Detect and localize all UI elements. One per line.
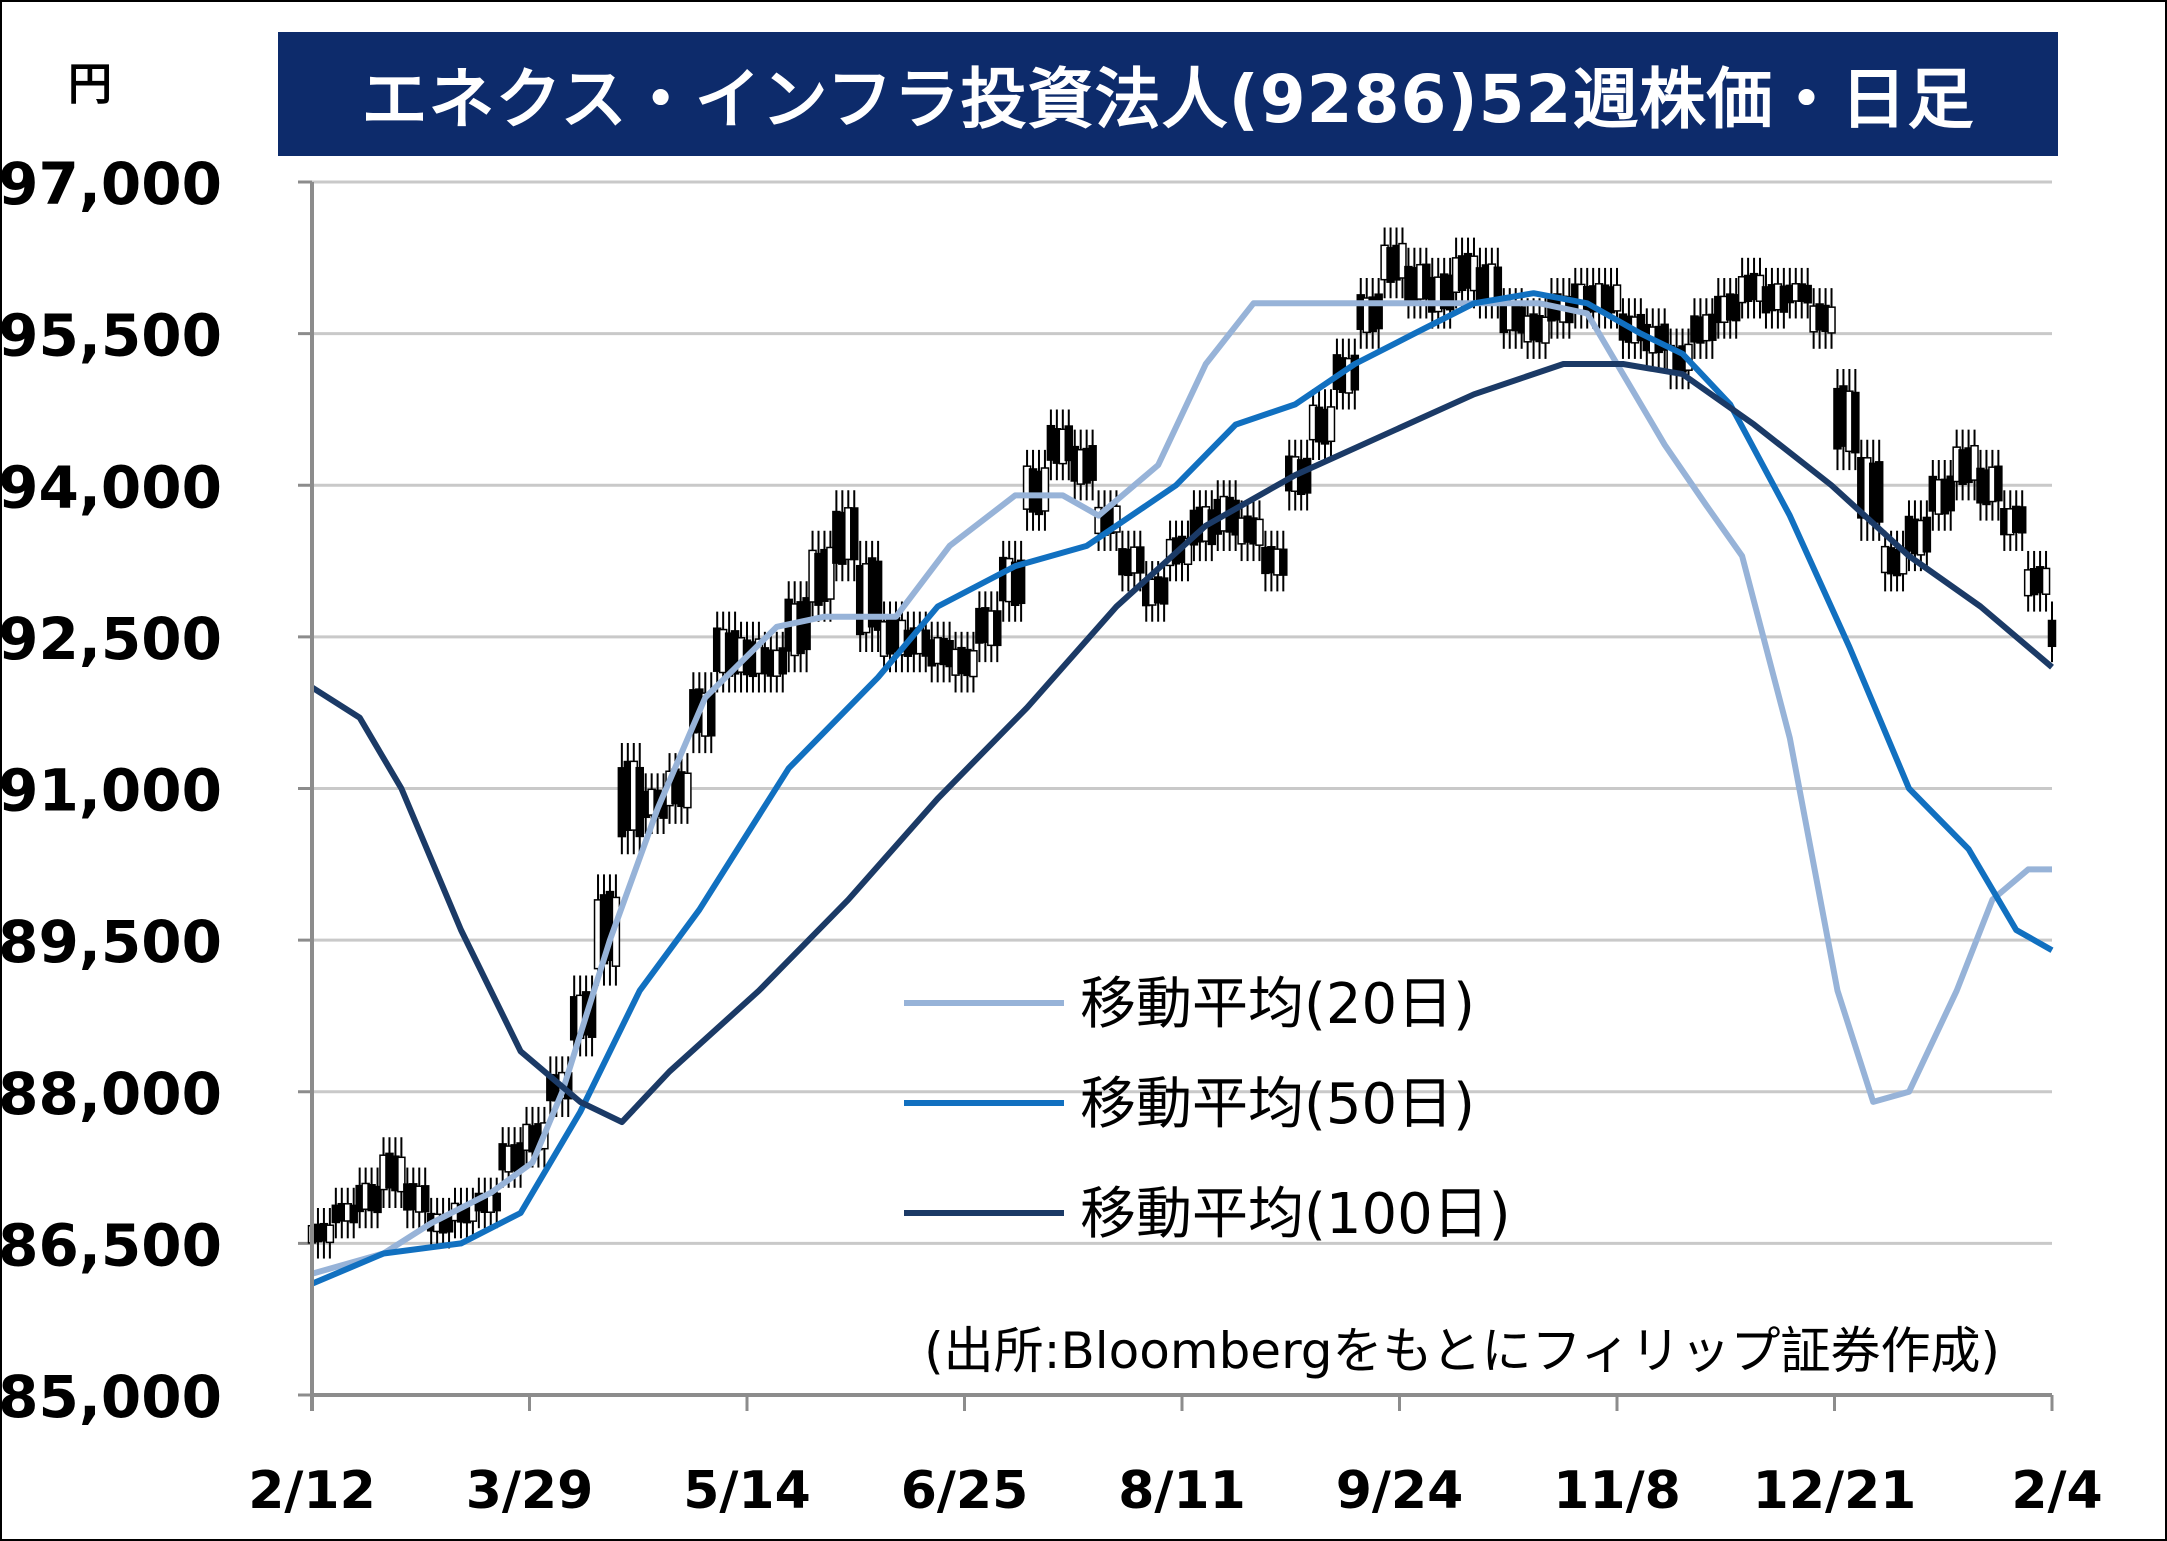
candle (1731, 294, 1741, 322)
source-note: (出所:Bloombergをもとにフィリップ証券作成) (924, 1322, 2000, 1380)
legend: 移動平均(20日) 移動平均(50日) 移動平均(100日) (904, 972, 1511, 1247)
candle (1851, 391, 1860, 454)
candle (1398, 242, 1407, 279)
candle (969, 650, 978, 678)
candle (1922, 516, 1932, 553)
x-tick-label: 2/4 (2011, 1461, 2102, 1521)
candle (1541, 316, 1550, 344)
candle (826, 546, 835, 600)
candle (1946, 475, 1955, 512)
y-tick-labels: 85,000 86,500 88,000 89,500 91,000 92,500 94,0… (0, 150, 222, 1431)
axes (310, 182, 2052, 1411)
candle (1803, 284, 1812, 304)
x-tick-label: 3/29 (466, 1461, 594, 1521)
candle (1064, 425, 1074, 462)
x-tick-labels: 2/12 3/29 5/14 6/25 8/11 9/24 11/8 12/21 2/4 (248, 1395, 2103, 1521)
x-tick-label: 6/25 (901, 1461, 1029, 1521)
ma-line (311, 300, 2052, 1277)
candle (993, 610, 1002, 647)
candle (349, 1204, 358, 1224)
y-tick-label: 85,000 (0, 1363, 222, 1431)
candle (1040, 467, 1050, 512)
candle (1374, 293, 1383, 330)
candle (492, 1192, 501, 1212)
chart-title: エネクス・インフラ投資法人(9286)52週株価・日足 (278, 32, 2058, 156)
y-tick-label: 89,500 (0, 908, 222, 976)
x-tick-label: 11/8 (1553, 1461, 1681, 1521)
x-tick-label: 12/21 (1753, 1461, 1917, 1521)
candle (1970, 444, 1979, 481)
legend-entry: 移動平均(20日) (1080, 972, 1475, 1037)
candle (778, 647, 788, 675)
candle (706, 692, 716, 737)
candle (873, 560, 883, 631)
y-tick-label: 88,000 (0, 1060, 222, 1128)
candle (1660, 323, 1669, 351)
candle (1874, 461, 1884, 523)
candle (2017, 506, 2027, 534)
x-tick-label: 9/24 (1336, 1461, 1464, 1521)
candle (850, 507, 859, 561)
candle (1350, 354, 1360, 391)
candle (1136, 546, 1145, 574)
candle (2041, 567, 2051, 595)
candle (325, 1224, 335, 1244)
candle (1279, 548, 1288, 576)
y-tick-label: 86,500 (0, 1211, 222, 1279)
y-tick-label: 91,000 (0, 757, 222, 825)
moving-average-lines (310, 290, 2054, 1287)
candle (397, 1156, 406, 1193)
candle (1088, 445, 1097, 481)
candle (1159, 577, 1169, 605)
candle (420, 1185, 430, 1213)
x-tick-label: 2/12 (248, 1461, 376, 1521)
y-tick-label: 97,000 (0, 150, 222, 218)
candle (1112, 505, 1121, 533)
ma-line (310, 290, 2054, 1287)
candle (1255, 518, 1264, 546)
y-tick-label: 94,000 (0, 453, 222, 521)
legend-entry: 移動平均(50日) (1080, 1072, 1475, 1137)
x-tick-label: 8/11 (1118, 1461, 1246, 1521)
y-tick-label: 92,500 (0, 605, 222, 673)
candle (1326, 406, 1336, 443)
candle (1612, 284, 1622, 312)
candle (1708, 313, 1717, 341)
y-tick-label: 95,500 (0, 302, 222, 370)
candle (1827, 306, 1836, 334)
legend-entry: 移動平均(100日) (1080, 1182, 1511, 1247)
candle (683, 772, 692, 809)
candle (1302, 457, 1312, 494)
candle (373, 1185, 382, 1214)
candle (2047, 619, 2057, 648)
x-tick-label: 5/14 (683, 1461, 811, 1521)
candle (1016, 559, 1026, 605)
ma-line (310, 361, 2054, 1126)
candle (1994, 465, 2003, 502)
y-unit-label: 円 (68, 59, 112, 110)
